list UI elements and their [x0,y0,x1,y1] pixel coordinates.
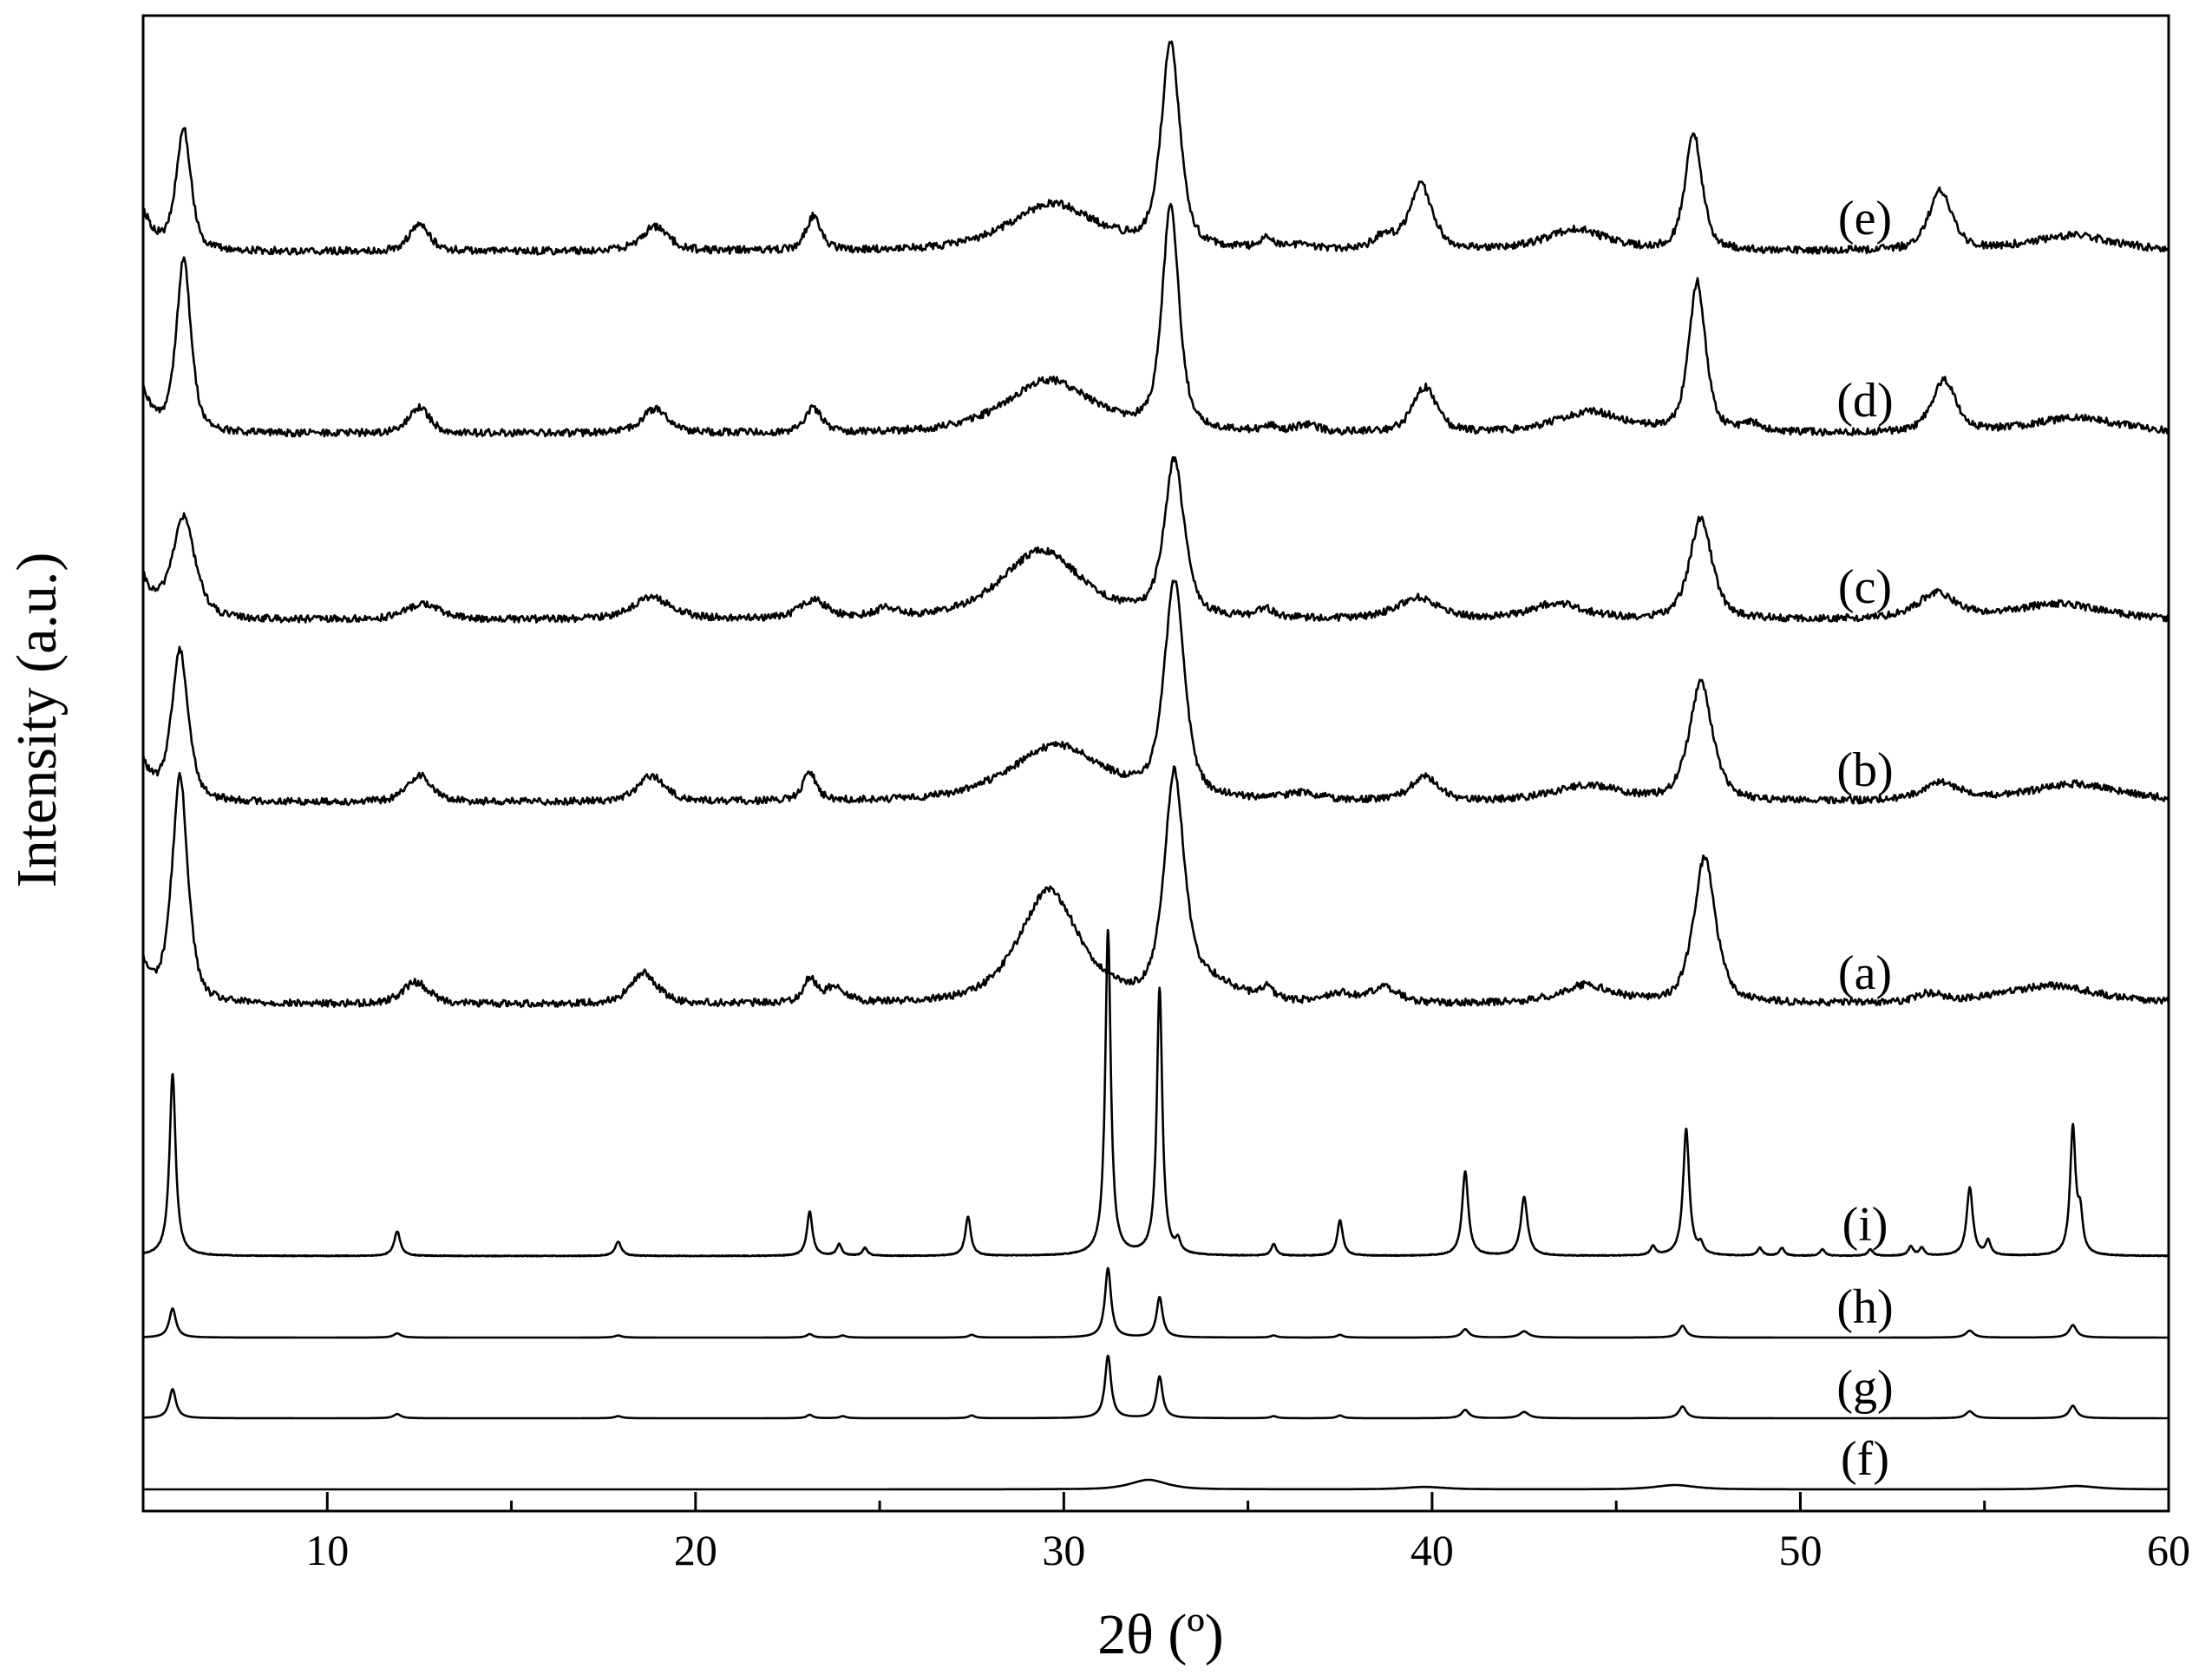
x-tick-label: 40 [1410,1526,1454,1574]
x-tick-label: 30 [1042,1526,1085,1574]
trace-d [141,202,2169,438]
plot-border [141,14,2170,1513]
plot-frame [141,14,2170,1513]
y-axis-title: Intensity (a.u.) [5,553,69,888]
x-tick-label: 10 [305,1526,349,1574]
x-tick-label: 50 [1778,1526,1822,1574]
trace-e [142,40,2169,256]
series-label-g: (g) [1836,1361,1893,1415]
series-label-e: (e) [1838,192,1892,245]
x-axis-ticks: 10 20 30 40 50 60 [141,1492,2190,1574]
trace-g [142,1354,2169,1420]
trace-f [143,1478,2169,1491]
series-labels: (f) (g) (h) (i) (a) (b) (c) (d) (e) [1836,192,1893,1486]
trace-c [141,455,2169,624]
x-tick-label: 20 [674,1526,717,1574]
series-label-d: (d) [1836,374,1893,428]
series-label-c: (c) [1838,560,1892,614]
x-axis-title: 2θ (º) [1097,1603,1224,1666]
trace-b [141,579,2169,807]
x-tick-label: 60 [2147,1526,2190,1574]
series-label-a: (a) [1838,946,1892,1000]
series-label-i: (i) [1842,1198,1888,1252]
trace-a [141,765,2169,1009]
series-label-f: (f) [1841,1432,1889,1486]
trace-h [142,1266,2169,1339]
trace-i [142,928,2169,1258]
traces [141,40,2169,1491]
series-label-h: (h) [1836,1280,1893,1334]
series-label-b: (b) [1836,743,1893,797]
